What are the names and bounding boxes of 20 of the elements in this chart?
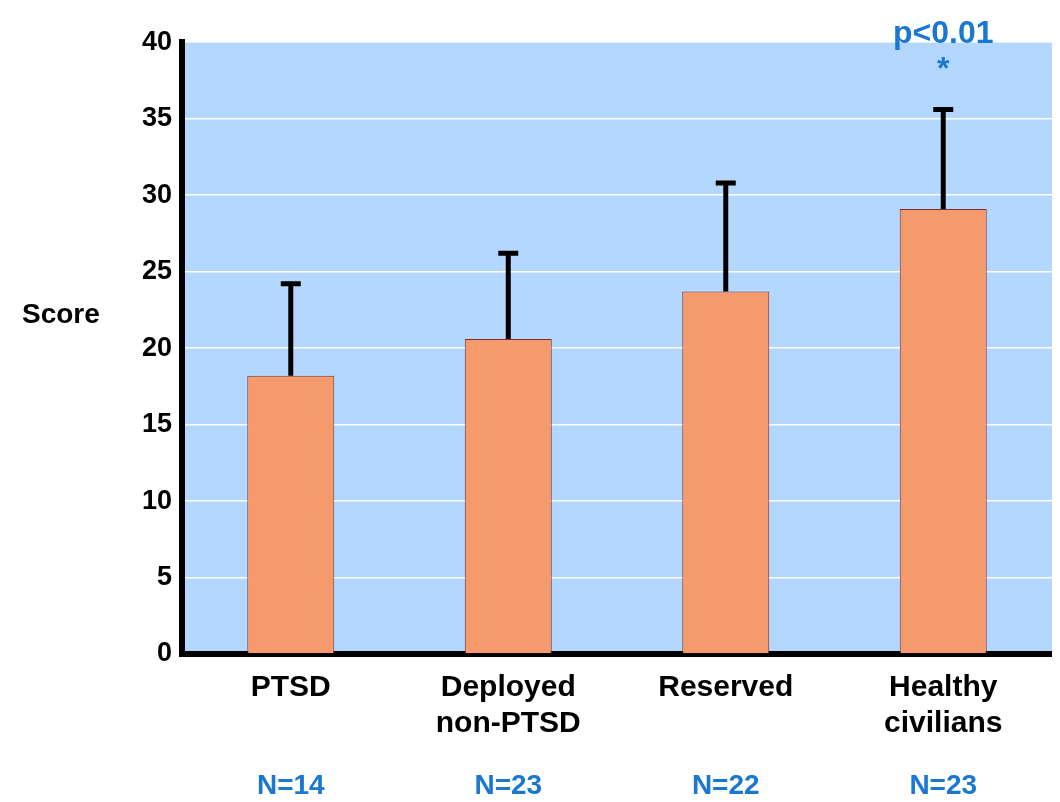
text: N=23 [909, 768, 978, 800]
x-tick-label: PTSD [250, 669, 331, 703]
y-tick-label: 35 [141, 102, 173, 133]
annotation: * [937, 49, 951, 86]
text: N=22 [691, 768, 760, 800]
x-tick-label: Reserved [658, 669, 794, 703]
y-tick-label: 20 [141, 331, 173, 362]
y-tick-label: 5 [157, 560, 173, 591]
y-tick-label: 25 [141, 255, 173, 286]
y-tick-label: 30 [141, 178, 173, 209]
x-tick-label: Healthy civilians [884, 669, 1003, 739]
y-axis-title: Score [22, 298, 100, 330]
text: N=14 [256, 768, 326, 800]
y-tick-label: 15 [141, 408, 173, 439]
y-tick-label: 0 [157, 637, 173, 668]
y-tick-label: 10 [141, 484, 173, 515]
text: N=23 [474, 768, 543, 800]
x-tick-label: Deployed non-PTSD [435, 669, 581, 739]
annotation: p<0.01 [893, 13, 994, 50]
y-tick-label: 40 [141, 25, 173, 56]
